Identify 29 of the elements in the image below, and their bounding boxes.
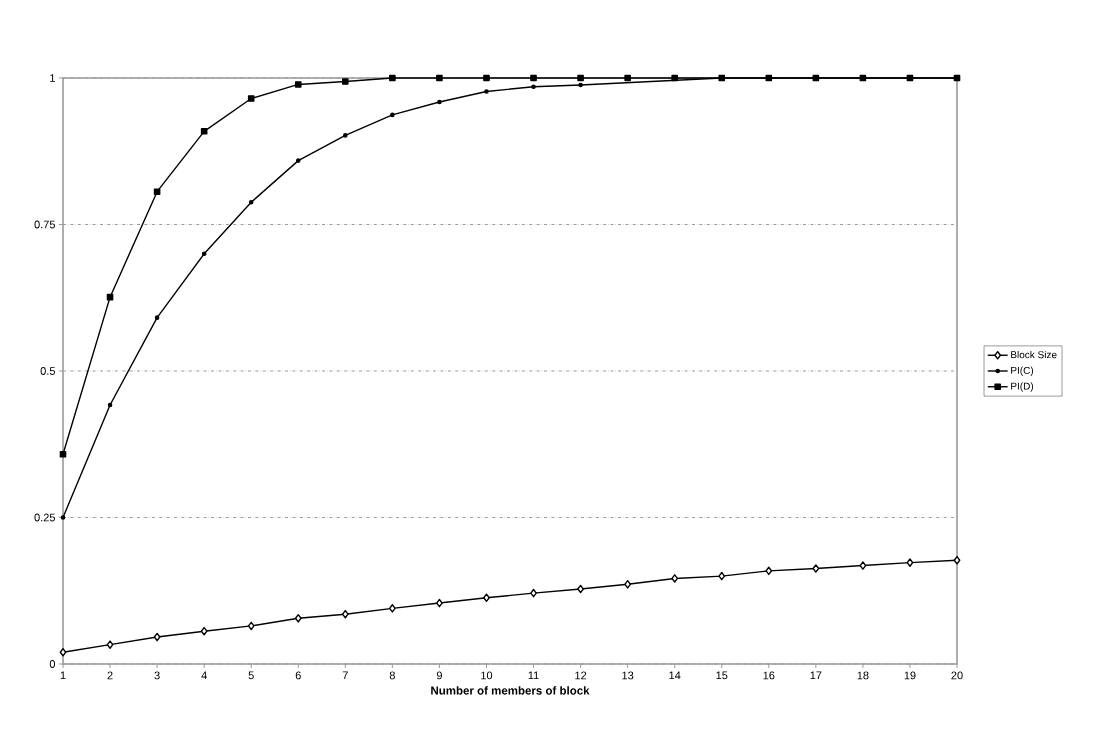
x-tick-label: 16 <box>763 671 775 680</box>
y-tick-label: 0.75 <box>34 220 55 229</box>
y-tick-label: 1 <box>50 74 55 82</box>
x-tick-label: 18 <box>857 671 869 680</box>
x-tick-label: 15 <box>716 671 728 680</box>
y-tick-label: 0.25 <box>34 513 55 522</box>
x-axis-title: Number of members of block <box>431 686 590 695</box>
x-tick-label: 13 <box>622 671 634 680</box>
x-tick-label: 1 <box>60 671 66 680</box>
legend-label: PI(C) <box>1011 366 1034 376</box>
x-tick-label: 10 <box>481 671 493 680</box>
x-tick-label: 9 <box>436 671 442 680</box>
x-tick-label: 4 <box>201 671 207 680</box>
x-tick-label: 11 <box>528 671 539 680</box>
x-tick-label: 8 <box>389 671 395 680</box>
legend-label: PI(D) <box>1011 382 1034 392</box>
x-tick-label: 6 <box>295 671 301 680</box>
x-tick-label: 19 <box>904 671 916 680</box>
x-tick-label: 7 <box>342 671 348 680</box>
y-tick-label: 0 <box>49 660 56 668</box>
y-tick-label: 0.5 <box>40 367 55 375</box>
legend-label: Block Size <box>1011 350 1057 359</box>
x-tick-label: 14 <box>669 671 681 680</box>
x-tick-label: 2 <box>107 671 113 680</box>
x-tick-label: 20 <box>951 671 963 680</box>
x-tick-label: 3 <box>154 671 160 680</box>
x-tick-label: 17 <box>810 671 822 680</box>
x-tick-label: 12 <box>575 671 587 680</box>
x-tick-label: 5 <box>248 671 254 680</box>
